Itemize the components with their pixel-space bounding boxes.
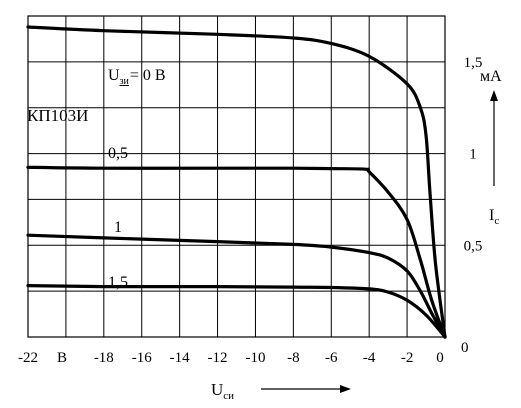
- y-tick-label: 1: [469, 147, 477, 163]
- x-tick-label: -22: [18, 350, 38, 366]
- y-axis-label: Iс: [489, 207, 499, 227]
- series-label-1: 0,5: [108, 145, 128, 162]
- x-tick-label: 0: [436, 350, 444, 366]
- x-tick-label: -14: [170, 350, 190, 366]
- y-unit-label: мА: [480, 68, 502, 85]
- curves: [26, 25, 447, 339]
- x-tick-label: -18: [94, 350, 114, 366]
- y-tick-label: 0: [461, 340, 469, 356]
- series-line-2: [26, 233, 447, 339]
- y-tick-labels: 0,5 1 1,5: [464, 55, 483, 254]
- series-label-0: Uзи= 0 В: [108, 67, 166, 87]
- x-tick-label: -16: [132, 350, 152, 366]
- series-label-2: 1: [114, 219, 122, 236]
- x-tick-label: -2: [401, 350, 414, 366]
- x-tick-label: -10: [245, 350, 265, 366]
- series-line-3: [26, 284, 447, 339]
- x-tick-label: -8: [287, 350, 300, 366]
- x-axis-arrow: [261, 385, 351, 393]
- x-tick-labels: -22 -18 -16 -14 -12 -10 -8 -6 -4 -2 0 0: [18, 340, 469, 366]
- plot-frame: [27, 15, 446, 338]
- x-axis-label: Uси: [211, 380, 234, 402]
- y-axis-arrow: [490, 90, 498, 186]
- device-label: КП103И: [27, 106, 88, 125]
- series-line-0: [26, 25, 447, 339]
- y-tick-label: 1,5: [464, 55, 483, 71]
- x-tick-label: -4: [363, 350, 376, 366]
- series-line-1: [26, 165, 447, 339]
- y-tick-label: 0,5: [464, 238, 483, 254]
- x-unit-label: В: [57, 350, 67, 366]
- x-tick-label: -12: [208, 350, 228, 366]
- series-label-3: 1,5: [108, 274, 128, 291]
- x-tick-label: -6: [325, 350, 338, 366]
- grid: [27, 15, 446, 338]
